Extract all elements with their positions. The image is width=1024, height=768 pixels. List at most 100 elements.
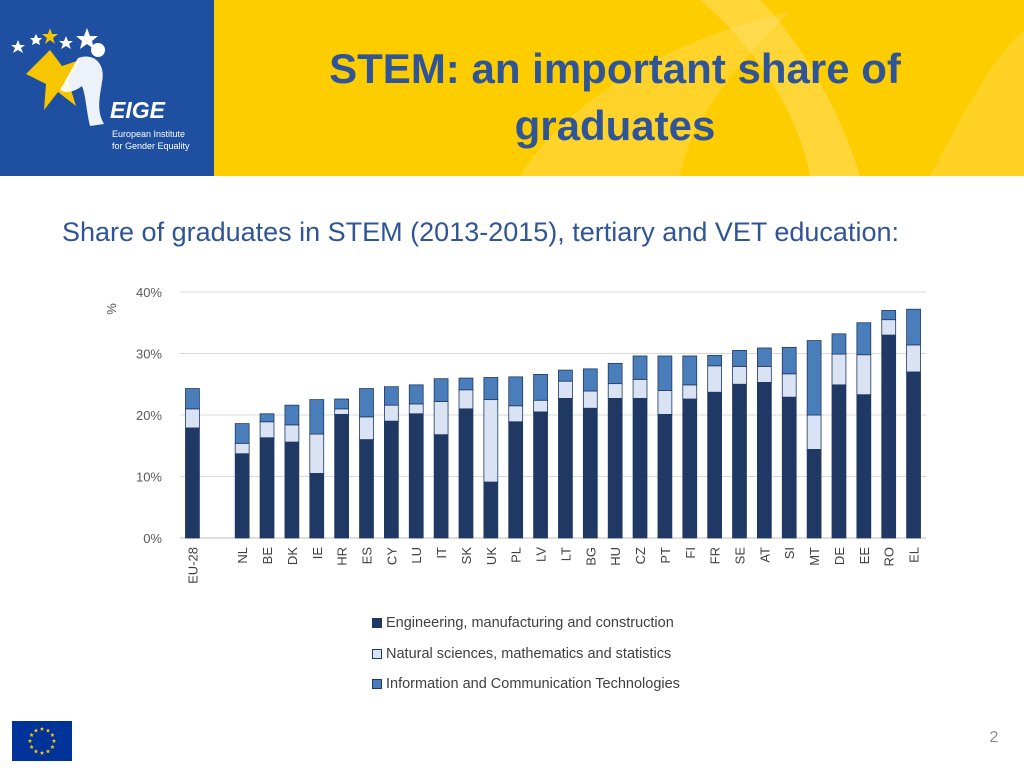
bar-segment [334, 408, 349, 415]
eige-fullname-line: European Institute [112, 129, 185, 139]
bar-segment [657, 390, 673, 415]
flag-star [50, 744, 55, 749]
x-tick-label: SE [733, 547, 748, 565]
x-tick-label: SI [782, 547, 797, 559]
bar-segment [234, 453, 250, 539]
bar-segment [234, 442, 250, 455]
bar-segment [632, 355, 648, 380]
x-tick-label: CY [384, 547, 399, 565]
x-tick-label: BE [260, 547, 275, 565]
bar-segment [856, 354, 872, 396]
x-tick-label: PT [658, 547, 673, 564]
bar-segment [881, 310, 897, 321]
flag-star [51, 738, 57, 743]
bar-segment [309, 399, 325, 435]
bar-segment [607, 397, 623, 539]
star-icon [76, 28, 98, 49]
x-tick-label: IE [310, 547, 325, 560]
x-tick-label: BG [583, 547, 598, 566]
bar-segment [533, 399, 548, 413]
x-tick-label: EL [907, 547, 922, 563]
bar-segment [408, 403, 424, 415]
page-number: 2 [989, 729, 999, 746]
bar-segment [707, 391, 722, 539]
bar-segment [483, 377, 499, 401]
bar-segment [359, 439, 374, 539]
y-tick-label: 0% [143, 531, 162, 546]
bar-segment [458, 408, 474, 539]
y-tick-label: 20% [136, 408, 162, 423]
y-tick-label: 40% [136, 285, 162, 300]
bar-segment [458, 377, 474, 391]
bar-segment [831, 384, 847, 539]
bar-segment [284, 404, 300, 426]
figure-head [91, 43, 105, 57]
x-tick-label: FI [683, 547, 698, 559]
star-icon [59, 36, 73, 49]
bar-segment [881, 319, 897, 336]
eige-logo: EIGE European Institute for Gender Equal… [0, 0, 214, 176]
bar-segment [906, 344, 921, 373]
x-tick-label: EE [857, 547, 872, 565]
x-tick-label: FR [708, 547, 723, 564]
flag-star [45, 728, 51, 733]
x-tick-label: LV [534, 547, 549, 562]
x-tick-label: CZ [633, 547, 648, 564]
bar-segment [259, 413, 275, 423]
bar-segment [558, 369, 573, 382]
x-tick-label: HU [608, 547, 623, 566]
bar-segment [433, 378, 449, 402]
x-tick-label: EU-28 [185, 547, 200, 584]
header-swirl [930, 30, 1024, 176]
stacked-bar-chart: 0% 10% 20% 30% 40%% EU-28 NL BE DK IE HR ES CY LU IT SK… [104, 285, 926, 584]
flag-star [45, 748, 51, 754]
eige-logo-graphic: EIGE European Institute for Gender Equal… [11, 28, 190, 151]
bar-segment [856, 394, 872, 539]
legend-swatch [372, 618, 382, 629]
legend-item-engineering: Engineering, manufacturing and construct… [372, 608, 680, 639]
bar-segment [185, 388, 200, 410]
bar-segment [508, 376, 524, 407]
bar-segment [757, 347, 772, 367]
flag-star [27, 738, 33, 743]
bar-segment [384, 404, 399, 422]
white-figure [60, 56, 104, 126]
bar-segment [632, 378, 648, 399]
bar-segment [657, 413, 673, 539]
bar-segment [906, 308, 921, 346]
bar-segment [607, 362, 623, 385]
eu-flag-stars [27, 726, 57, 755]
bar-segment [582, 407, 598, 539]
bar-segment [359, 416, 374, 441]
x-tick-label: PL [509, 547, 524, 563]
bar-segment [881, 334, 897, 539]
eu-flag-icon [12, 721, 72, 761]
header-decoration [520, 0, 1024, 176]
bar-segment [732, 383, 747, 539]
bar-segment [433, 401, 449, 436]
bar-segment [682, 398, 698, 539]
bar-segment [185, 427, 200, 539]
bar-segment [408, 384, 424, 405]
x-tick-label: MT [807, 547, 822, 566]
legend-label: Engineering, manufacturing and construct… [386, 615, 674, 632]
bar-segment [259, 421, 275, 439]
bar-segment [185, 408, 200, 429]
x-tick-label: LU [409, 547, 424, 564]
header-swirl [520, 12, 790, 176]
bar-segment [483, 399, 499, 483]
page-title: STEM: an important share of graduates [329, 45, 901, 149]
bar-segment [707, 365, 722, 393]
bar-segment [582, 368, 598, 392]
flag-star [39, 750, 45, 755]
star-icon [11, 40, 25, 53]
bar-segment [856, 322, 872, 356]
y-tick-label: 30% [136, 347, 162, 362]
flag-star [33, 748, 39, 754]
bar-segment [582, 390, 598, 409]
flag-star [33, 728, 39, 733]
x-tick-label: DK [285, 547, 300, 565]
x-tick-label: UK [484, 547, 499, 565]
bar-segment [831, 333, 847, 355]
bar-segment [806, 449, 822, 539]
